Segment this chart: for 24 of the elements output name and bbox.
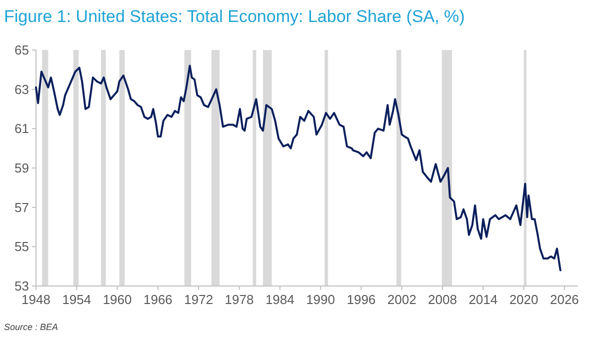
y-tick-label: 55 bbox=[14, 239, 29, 254]
x-tick-label: 2008 bbox=[428, 292, 457, 307]
y-tick-label: 63 bbox=[14, 82, 29, 97]
y-tick-label: 53 bbox=[14, 278, 29, 294]
chart-title: Figure 1: United States: Total Economy: Labor Share (SA, %) bbox=[4, 7, 465, 26]
x-tick-label: 1954 bbox=[62, 292, 92, 307]
x-tick-label: 1948 bbox=[22, 292, 50, 307]
x-tick-label: 1978 bbox=[224, 292, 254, 307]
y-tick-label: 59 bbox=[14, 160, 29, 176]
x-tick-label: 1990 bbox=[306, 292, 336, 307]
x-tick-label: 1960 bbox=[102, 292, 132, 307]
x-tick-label: 2014 bbox=[468, 292, 498, 307]
x-tick-label: 1984 bbox=[265, 292, 294, 307]
x-tick-label: 2002 bbox=[387, 292, 416, 307]
x-tick-label: 2026 bbox=[550, 292, 579, 307]
x-tick-label: 2020 bbox=[509, 292, 538, 307]
x-tick-label: 1996 bbox=[346, 292, 376, 307]
y-tick-label: 61 bbox=[14, 121, 29, 136]
y-tick-label: 57 bbox=[14, 200, 29, 215]
source-note: Source : BEA bbox=[4, 322, 58, 332]
line-series bbox=[35, 64, 562, 272]
x-tick-label: 1966 bbox=[143, 292, 172, 307]
y-tick-label: 65 bbox=[14, 42, 29, 58]
x-tick-label: 1972 bbox=[184, 292, 214, 307]
